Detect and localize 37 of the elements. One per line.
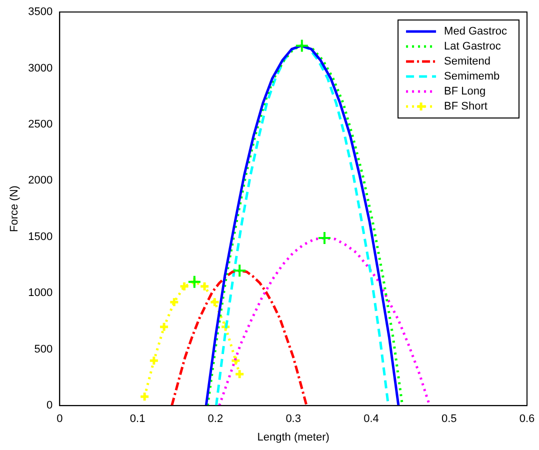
- point: [158, 322, 170, 332]
- y-axis-title: Force (N): [8, 186, 21, 232]
- point: [317, 231, 332, 246]
- x-axis-title: Length (meter): [257, 431, 330, 444]
- legend-label: BF Long: [444, 86, 486, 98]
- y-tick-label: 1500: [28, 230, 53, 243]
- x-tick-label: 0.3: [286, 413, 301, 426]
- legend-label: Semitend: [444, 56, 491, 68]
- y-tick-label: 3500: [28, 6, 53, 18]
- x-tick-label: 0.5: [441, 413, 457, 426]
- y-tick-label: 2000: [28, 174, 53, 187]
- line-series: [218, 236, 431, 406]
- y-tick-label: 3000: [28, 62, 53, 74]
- legend-label: Lat Gastroc: [444, 40, 502, 53]
- y-tick-label: 0: [46, 400, 53, 412]
- y-tick-label: 500: [34, 343, 53, 356]
- point: [168, 296, 180, 308]
- point: [294, 38, 309, 53]
- point: [209, 296, 220, 308]
- y-tick-label: 2500: [28, 118, 53, 130]
- x-tick-label: 0.4: [364, 413, 379, 426]
- x-tick-label: 0: [56, 413, 63, 426]
- point: [232, 264, 247, 278]
- legend-label: Med Gastroc: [444, 26, 508, 38]
- point: [139, 391, 150, 402]
- x-tick-label: 0.2: [208, 413, 224, 426]
- legend-label: Semimemb: [444, 70, 500, 83]
- point: [234, 368, 245, 380]
- legend-label: BF Short: [444, 100, 488, 113]
- y-tick-label: 1000: [28, 287, 53, 300]
- point: [179, 281, 190, 292]
- point: [230, 355, 241, 366]
- line-series: [170, 269, 308, 406]
- point: [199, 281, 210, 292]
- point: [148, 355, 160, 366]
- x-tick-label: 0.6: [519, 413, 535, 426]
- x-tick-label: 0.1: [130, 413, 146, 426]
